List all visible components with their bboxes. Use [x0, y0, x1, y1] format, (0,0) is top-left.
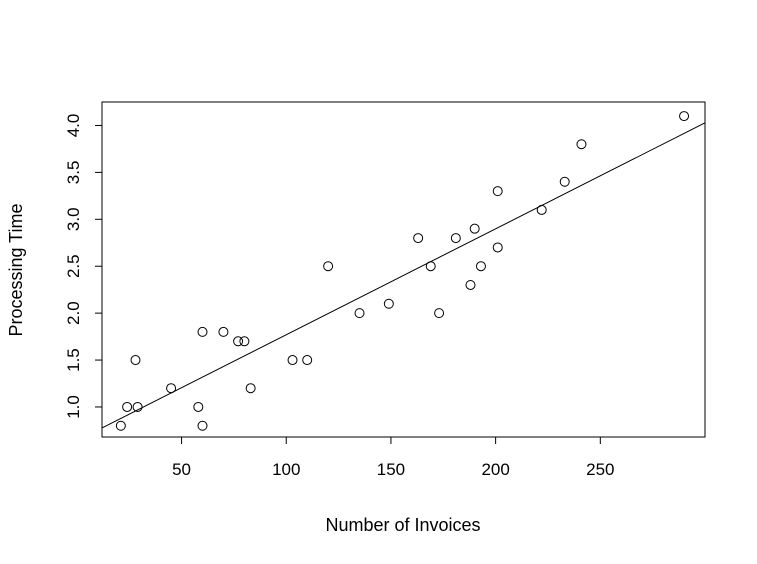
data-point-25	[492, 242, 503, 253]
data-point-10	[239, 336, 250, 347]
x-axis-label: Number of Invoices	[325, 515, 480, 535]
y-tick-label-2.5: 2.5	[64, 254, 83, 278]
data-point-9	[233, 336, 244, 347]
data-point-3	[132, 401, 143, 412]
y-tick-label-1.5: 1.5	[64, 348, 83, 372]
data-point-23	[475, 261, 486, 272]
data-point-7	[197, 326, 208, 337]
data-point-18	[425, 261, 436, 272]
regression-line	[102, 122, 705, 429]
y-axis-label: Processing Time	[6, 203, 26, 336]
data-point-24	[492, 186, 503, 197]
y-tick-label-1.0: 1.0	[64, 395, 83, 419]
x-tick-label-100: 100	[272, 460, 300, 479]
data-point-13	[302, 355, 313, 366]
data-point-28	[576, 139, 587, 150]
data-point-26	[536, 204, 547, 215]
data-point-11	[245, 383, 256, 394]
x-tick-label-200: 200	[481, 460, 509, 479]
y-tick-label-3.0: 3.0	[64, 207, 83, 231]
y-tick-label-2.0: 2.0	[64, 301, 83, 325]
data-point-21	[465, 279, 476, 290]
y-tick-label-4.0: 4.0	[64, 114, 83, 138]
data-point-20	[450, 233, 461, 244]
data-point-1	[122, 401, 133, 412]
data-point-27	[559, 176, 570, 187]
plot-frame	[101, 101, 706, 438]
x-tick-label-50: 50	[172, 460, 191, 479]
data-point-29	[679, 111, 690, 122]
data-point-17	[413, 233, 424, 244]
data-point-16	[383, 298, 394, 309]
y-tick-label-3.5: 3.5	[64, 161, 83, 185]
data-point-14	[323, 261, 334, 272]
data-point-22	[469, 223, 480, 234]
x-tick-label-250: 250	[586, 460, 614, 479]
data-point-19	[434, 308, 445, 319]
x-tick-label-150: 150	[377, 460, 405, 479]
data-point-12	[287, 355, 298, 366]
data-point-2	[130, 355, 141, 366]
data-point-15	[354, 308, 365, 319]
data-point-8	[218, 326, 229, 337]
data-point-6	[197, 420, 208, 431]
data-point-0	[115, 420, 126, 431]
data-point-5	[193, 401, 204, 412]
data-point-4	[166, 383, 177, 394]
